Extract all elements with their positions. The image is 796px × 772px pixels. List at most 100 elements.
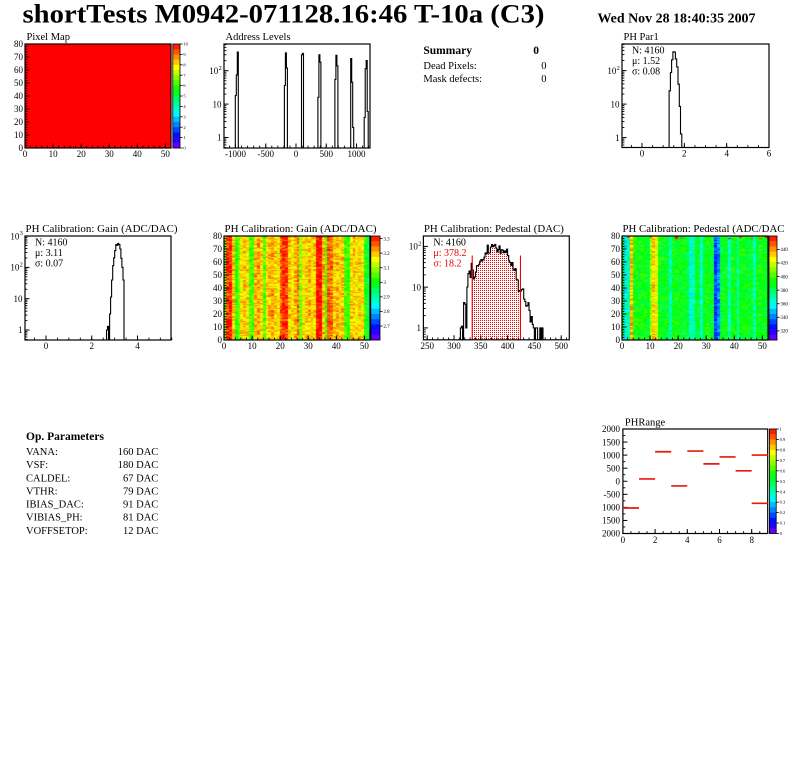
svg-text:80: 80 — [611, 231, 621, 241]
svg-text:70: 70 — [14, 52, 24, 62]
svg-text:0.4: 0.4 — [780, 489, 786, 494]
svg-text:60: 60 — [611, 257, 621, 267]
svg-text:0: 0 — [222, 341, 227, 351]
svg-text:1: 1 — [615, 133, 620, 143]
svg-text:40: 40 — [332, 341, 342, 351]
svg-text:10: 10 — [646, 341, 656, 351]
svg-text:1: 1 — [183, 135, 185, 140]
svg-text:10: 10 — [611, 99, 621, 109]
svg-text:2: 2 — [89, 341, 94, 351]
svg-text:0: 0 — [44, 341, 49, 351]
svg-text:Op. Parameters: Op. Parameters — [26, 431, 104, 443]
svg-text:9: 9 — [183, 52, 186, 57]
svg-text:50: 50 — [161, 149, 171, 159]
svg-text:0: 0 — [183, 146, 186, 151]
svg-text:30: 30 — [611, 296, 621, 306]
svg-text:PH Calibration: Gain (ADC/DAC): PH Calibration: Gain (ADC/DAC) — [26, 224, 178, 235]
svg-text:30: 30 — [14, 104, 24, 114]
svg-text:2: 2 — [617, 65, 620, 72]
svg-text:μ: 3.11: μ: 3.11 — [35, 248, 63, 259]
svg-text:10: 10 — [213, 322, 223, 332]
svg-text:1: 1 — [417, 323, 422, 333]
svg-text:2.9: 2.9 — [383, 296, 390, 301]
svg-text:PH Calibration: Gain (ADC/DAC): PH Calibration: Gain (ADC/DAC) — [225, 224, 377, 235]
svg-text:2: 2 — [653, 535, 658, 545]
svg-text:3: 3 — [183, 114, 186, 119]
svg-text:350: 350 — [474, 341, 488, 351]
svg-text:10: 10 — [49, 149, 59, 159]
svg-text:0: 0 — [640, 149, 645, 159]
svg-text:400: 400 — [780, 275, 788, 280]
svg-text:Summary: Summary — [423, 45, 472, 57]
svg-text:400: 400 — [501, 341, 515, 351]
svg-text:4: 4 — [724, 149, 729, 159]
svg-text:500: 500 — [554, 341, 568, 351]
svg-text:0: 0 — [294, 149, 299, 159]
svg-text:420: 420 — [780, 262, 788, 267]
svg-text:0.1: 0.1 — [780, 521, 786, 526]
svg-text:3: 3 — [383, 281, 386, 286]
svg-text:VANA:: VANA: — [26, 447, 58, 458]
svg-text:30: 30 — [213, 296, 223, 306]
svg-text:4: 4 — [135, 341, 140, 351]
svg-text:Address Levels: Address Levels — [226, 32, 291, 43]
svg-text:10: 10 — [409, 242, 419, 252]
svg-text:8: 8 — [183, 62, 186, 67]
svg-text:60: 60 — [14, 65, 24, 75]
svg-text:3: 3 — [20, 230, 23, 237]
svg-text:8: 8 — [749, 535, 754, 545]
svg-text:1000: 1000 — [602, 450, 621, 460]
svg-text:50: 50 — [758, 341, 768, 351]
svg-text:2000: 2000 — [602, 424, 621, 434]
svg-text:PHRange: PHRange — [625, 418, 666, 429]
svg-text:450: 450 — [528, 341, 542, 351]
svg-text:2: 2 — [183, 125, 185, 130]
svg-text:40: 40 — [14, 91, 24, 101]
svg-text:10: 10 — [183, 42, 188, 47]
svg-text:0: 0 — [533, 45, 539, 57]
svg-text:20: 20 — [276, 341, 286, 351]
svg-text:30: 30 — [105, 149, 115, 159]
svg-text:10: 10 — [248, 341, 258, 351]
svg-text:80: 80 — [213, 231, 223, 241]
svg-text:180 DAC: 180 DAC — [118, 460, 159, 471]
svg-text:σ: 0.07: σ: 0.07 — [35, 259, 63, 270]
svg-text:shortTests M0942-071128.16:46: shortTests M0942-071128.16:46 T-10a (C3) — [23, 0, 545, 28]
svg-text:2: 2 — [418, 241, 421, 248]
svg-text:0: 0 — [620, 341, 625, 351]
svg-text:0: 0 — [218, 335, 223, 345]
svg-text:10: 10 — [412, 282, 422, 292]
svg-text:1500: 1500 — [602, 516, 621, 526]
svg-text:2: 2 — [20, 262, 23, 269]
svg-text:70: 70 — [611, 244, 621, 254]
svg-text:1000: 1000 — [348, 149, 367, 159]
svg-text:40: 40 — [730, 341, 740, 351]
svg-text:Mask defects:: Mask defects: — [423, 74, 482, 85]
svg-text:μ: 378.2: μ: 378.2 — [433, 248, 466, 259]
svg-text:320: 320 — [780, 330, 788, 335]
svg-text:2: 2 — [682, 149, 687, 159]
svg-text:20: 20 — [611, 309, 621, 319]
svg-text:20: 20 — [674, 341, 684, 351]
svg-text:0.7: 0.7 — [780, 458, 786, 463]
svg-text:91 DAC: 91 DAC — [123, 500, 158, 511]
svg-text:0: 0 — [616, 335, 621, 345]
svg-text:20: 20 — [77, 149, 87, 159]
svg-text:Dead Pixels:: Dead Pixels: — [423, 61, 476, 72]
svg-text:300: 300 — [447, 341, 461, 351]
svg-text:0: 0 — [23, 149, 28, 159]
svg-text:0.6: 0.6 — [780, 468, 786, 473]
svg-text:CALDEL:: CALDEL: — [26, 473, 70, 484]
svg-text:σ: 0.08: σ: 0.08 — [632, 67, 660, 78]
svg-text:4: 4 — [685, 535, 690, 545]
svg-text:10: 10 — [10, 231, 20, 241]
svg-text:PH Calibration: Pedestal (ADC/: PH Calibration: Pedestal (ADC/DAC — [623, 224, 785, 235]
svg-text:PH Par1: PH Par1 — [624, 32, 659, 43]
svg-text:67 DAC: 67 DAC — [123, 473, 158, 484]
svg-text:10: 10 — [14, 130, 24, 140]
svg-text:30: 30 — [304, 341, 314, 351]
svg-text:0: 0 — [541, 61, 546, 72]
svg-text:-1000: -1000 — [225, 149, 246, 159]
svg-text:79 DAC: 79 DAC — [123, 486, 158, 497]
svg-text:Wed Nov 28 18:40:35 2007: Wed Nov 28 18:40:35 2007 — [598, 11, 756, 26]
